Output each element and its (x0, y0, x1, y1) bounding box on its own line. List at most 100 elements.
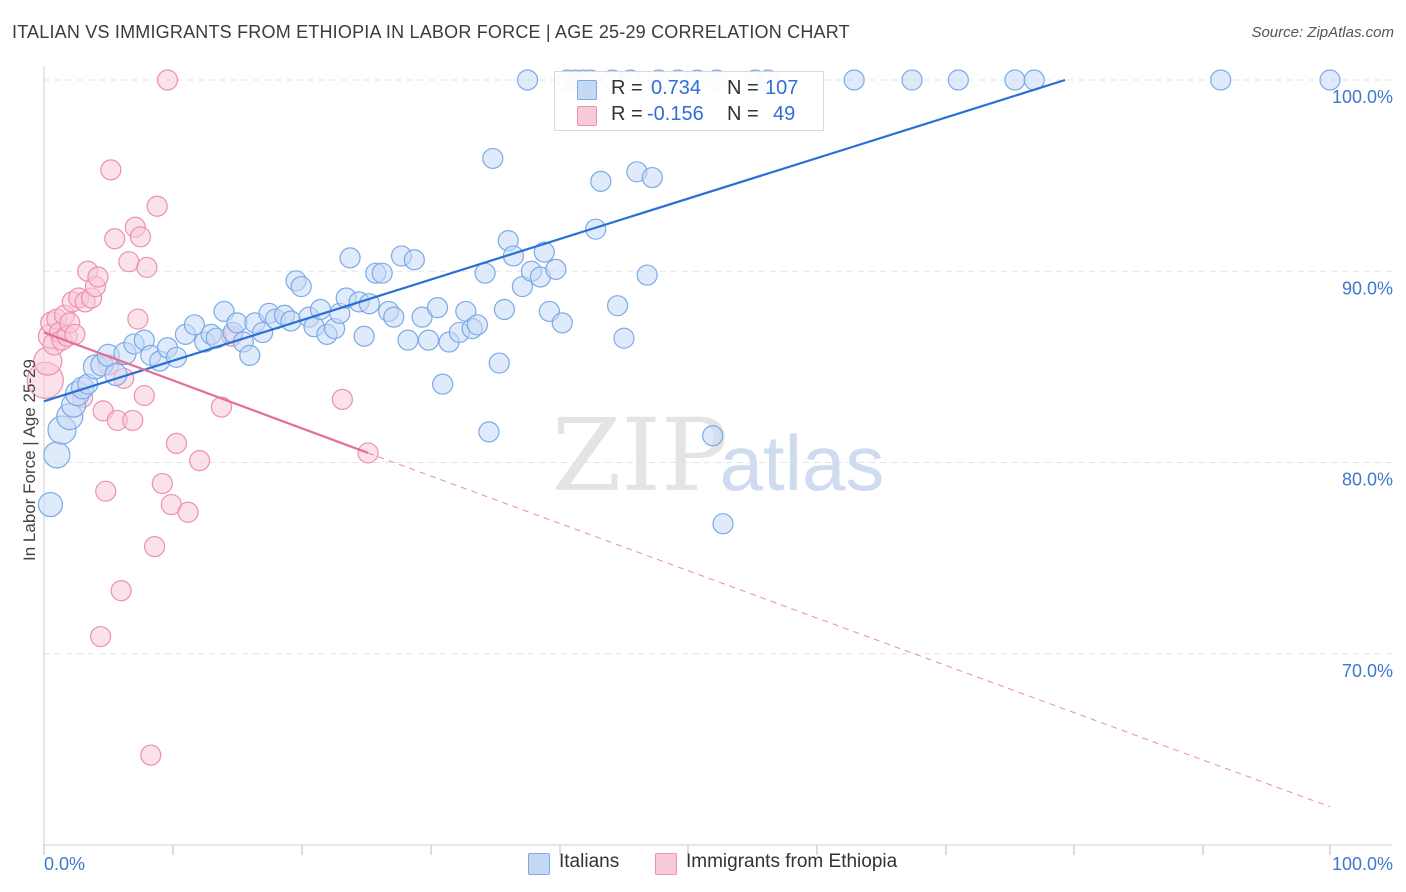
italians-point (239, 344, 261, 366)
n-value-ethiopia: 49 (773, 103, 796, 125)
ethiopia-point (156, 69, 179, 91)
n-label: N = (727, 103, 759, 125)
italians-point (702, 425, 724, 447)
tick-labels: 70.0% 80.0% 90.0% 100.0% 0.0% 100.0% (44, 87, 1393, 874)
stats-legend: R = 0.734 N = 107 R = -0.156 N = 49 (554, 71, 824, 131)
ethiopia-point (129, 226, 152, 248)
series-ethiopia-points (26, 69, 379, 766)
italians-point (947, 69, 969, 91)
italians-point (488, 352, 510, 374)
italians-point (183, 314, 206, 336)
italians-point (411, 306, 433, 328)
stats-row-ethiopia: R = -0.156 N = 49 (555, 102, 823, 128)
italians-point (613, 327, 635, 349)
italians-point (371, 262, 393, 284)
ethiopia-point (143, 536, 166, 558)
italians-point (516, 69, 539, 91)
italians-swatch-icon (577, 80, 597, 100)
italians-point (339, 247, 361, 269)
r-value-ethiopia: -0.156 (647, 103, 704, 125)
stats-row-italians: R = 0.734 N = 107 (555, 76, 823, 102)
ethiopia-point (89, 625, 112, 648)
italians-point (1319, 69, 1341, 91)
ethiopia-point (189, 449, 211, 472)
italians-point (712, 513, 734, 535)
ethiopia-point (95, 480, 117, 502)
ethiopia-point (146, 195, 168, 217)
chart-title: ITALIAN VS IMMIGRANTS FROM ETHIOPIA IN L… (12, 22, 850, 42)
italians-point (533, 241, 555, 263)
ethiopia-point (151, 472, 173, 495)
legend-italians-label: Italians (559, 851, 620, 872)
watermark-atlas: atlas (720, 419, 885, 507)
italians-point (397, 329, 419, 351)
ethiopia-point (122, 409, 144, 432)
n-value-italians: 107 (765, 77, 799, 99)
y-tick-label: 100.0% (1332, 87, 1393, 107)
grid-lines (44, 79, 1392, 655)
legend-ethiopia-swatch-icon (655, 853, 677, 875)
italians-point (493, 298, 515, 321)
italians-point (1210, 69, 1232, 91)
r-label: R = (611, 103, 643, 125)
italians-point (545, 258, 567, 280)
x-tick-label: 0.0% (44, 854, 85, 874)
ethiopia-point (127, 308, 149, 330)
ethiopia-swatch-icon (577, 106, 597, 126)
legend-italians-swatch-icon (528, 853, 550, 875)
y-tick-label: 80.0% (1342, 470, 1393, 490)
ethiopia-point (133, 384, 155, 407)
watermark: ZIP atlas (552, 397, 885, 514)
italians-point (426, 296, 449, 319)
ethiopia-point (210, 396, 233, 418)
italians-point (358, 293, 380, 315)
ethiopia-trend-line (43, 331, 369, 454)
italians-point (37, 491, 64, 518)
ethiopia-trend-extension (367, 452, 1331, 808)
italians-point (383, 306, 405, 328)
italians-point (901, 69, 923, 91)
italians-trend-line (43, 78, 1066, 403)
italians-point (104, 362, 128, 387)
italians-point (1004, 69, 1026, 91)
ethiopia-point (177, 501, 199, 523)
r-value-italians: 0.734 (651, 77, 702, 99)
trend-lines (43, 78, 1331, 808)
italians-point (226, 312, 248, 334)
ethiopia-point (165, 432, 188, 454)
italians-point (636, 264, 658, 286)
italians-point (417, 329, 440, 351)
italians-point (843, 69, 865, 91)
ethiopia-point (331, 388, 353, 410)
italians-point (290, 275, 312, 298)
source-label: Source: ZipAtlas.com (1251, 24, 1394, 41)
italians-point (474, 262, 496, 284)
italians-point (585, 218, 607, 240)
ethiopia-point (104, 228, 126, 250)
italians-point (478, 421, 500, 443)
ethiopia-point (87, 266, 109, 288)
y-tick-label: 90.0% (1342, 278, 1393, 298)
y-axis-label: In Labor Force | Age 25-29 (20, 359, 39, 561)
italians-point (403, 249, 425, 271)
italians-point (466, 314, 488, 336)
ethiopia-point (136, 256, 158, 279)
italians-point (590, 170, 612, 192)
italians-point (551, 312, 573, 334)
ethiopia-point (110, 580, 132, 602)
ethiopia-point (100, 159, 122, 181)
italians-point (606, 295, 629, 317)
italians-point (432, 373, 454, 395)
italians-point (482, 147, 504, 170)
italians-point (353, 325, 375, 347)
italians-point (43, 441, 71, 469)
italians-point (641, 166, 663, 189)
legend-ethiopia-label: Immigrants from Ethiopia (686, 851, 898, 872)
y-tick-label: 70.0% (1342, 661, 1393, 681)
r-label: R = (611, 77, 643, 99)
x-tick-label: 100.0% (1332, 854, 1393, 874)
watermark-zip: ZIP (552, 397, 728, 514)
ethiopia-point (140, 744, 162, 766)
ethiopia-point (118, 251, 140, 273)
